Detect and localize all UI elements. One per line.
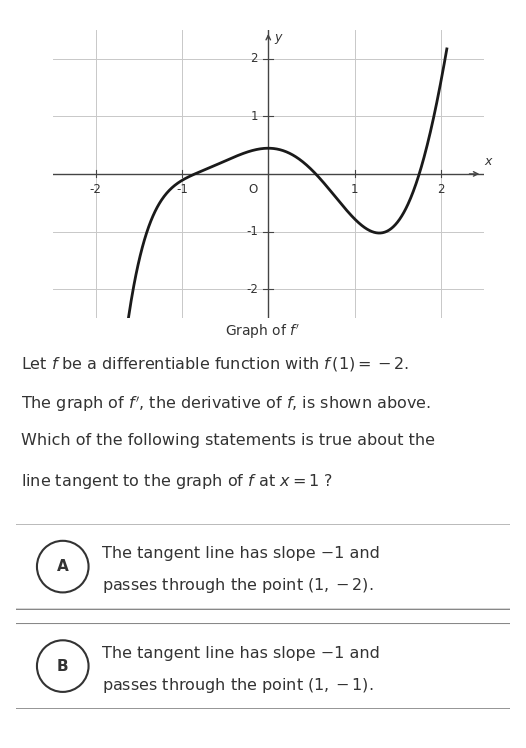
FancyBboxPatch shape: [0, 623, 526, 709]
Text: -2: -2: [90, 183, 102, 195]
Text: The tangent line has slope −1 and: The tangent line has slope −1 and: [102, 546, 380, 561]
Text: -2: -2: [246, 283, 258, 295]
Ellipse shape: [37, 541, 88, 592]
Text: y: y: [274, 31, 282, 44]
Text: B: B: [57, 658, 68, 674]
Ellipse shape: [37, 640, 88, 692]
Text: A: A: [57, 559, 68, 574]
Text: Let $f$ be a differentiable function with $f\,(1) = -2$.: Let $f$ be a differentiable function wit…: [21, 355, 409, 373]
Text: The graph of $f'$, the derivative of $f$, is shown above.: The graph of $f'$, the derivative of $f$…: [21, 394, 431, 414]
Text: Which of the following statements is true about the: Which of the following statements is tru…: [21, 433, 435, 448]
Text: passes through the point $(1, -2)$.: passes through the point $(1, -2)$.: [102, 576, 374, 595]
Text: passes through the point $(1, -1)$.: passes through the point $(1, -1)$.: [102, 675, 374, 695]
Text: 1: 1: [351, 183, 358, 195]
Text: The tangent line has slope −1 and: The tangent line has slope −1 and: [102, 646, 380, 660]
Text: 2: 2: [437, 183, 444, 195]
Text: x: x: [484, 155, 491, 168]
FancyBboxPatch shape: [0, 524, 526, 610]
Text: 2: 2: [250, 52, 258, 65]
Text: line tangent to the graph of $f$ at $x = 1$ ?: line tangent to the graph of $f$ at $x =…: [21, 472, 333, 491]
Text: 1: 1: [250, 110, 258, 123]
Text: Graph of $f'$: Graph of $f'$: [225, 323, 301, 341]
Text: O: O: [249, 183, 258, 195]
Text: -1: -1: [246, 225, 258, 238]
Text: -1: -1: [176, 183, 188, 195]
